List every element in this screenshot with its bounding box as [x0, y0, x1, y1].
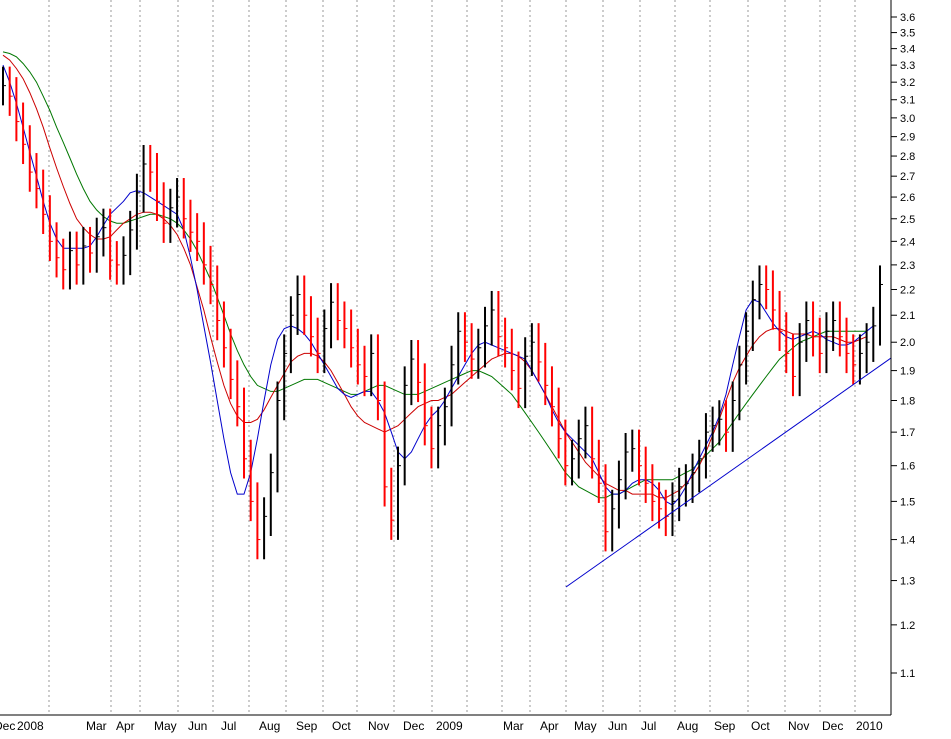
y-tick-label: 2.7	[900, 171, 915, 183]
y-tick-label: 1.7	[900, 427, 915, 439]
x-tick-label: Aug	[677, 719, 698, 733]
ma-long-line	[2, 51, 867, 499]
x-tick-label: Aug	[259, 719, 280, 733]
x-tick-label: Dec	[822, 719, 843, 733]
y-tick-label: 1.2	[900, 620, 915, 632]
y-tick-label: 2.4	[900, 236, 915, 248]
x-tick-label: Oct	[332, 719, 351, 733]
x-tick-label: Nov	[788, 719, 809, 733]
y-tick-label: 2.9	[900, 132, 915, 144]
x-tick-label: 2008	[17, 719, 44, 733]
y-tick-label: 3.4	[900, 44, 915, 56]
trendline-layer	[565, 357, 892, 588]
x-tick-label: Jun	[608, 719, 627, 733]
y-tick-label: 1.9	[900, 366, 915, 378]
y-tick-label: 3.1	[900, 95, 915, 107]
x-tick-label: May	[154, 719, 177, 733]
x-tick-label: Dec	[0, 719, 15, 733]
x-tick-label: Mar	[86, 719, 107, 733]
x-tick-label: Mar	[503, 719, 524, 733]
x-axis: Dec2008MarAprMayJunJulAugSepOctNovDec200…	[0, 719, 883, 733]
y-tick-label: 1.1	[900, 668, 915, 680]
y-tick-label: 2.5	[900, 214, 915, 226]
y-tick-label: 3.0	[900, 113, 915, 125]
y-tick-label: 1.8	[900, 396, 915, 408]
x-tick-label: Dec	[403, 719, 424, 733]
y-tick-label: 2.3	[900, 260, 915, 272]
y-tick-label: 2.8	[900, 151, 915, 163]
grid-lines	[48, 0, 856, 715]
price-bars	[2, 66, 883, 560]
y-tick-label: 1.5	[900, 496, 915, 508]
x-tick-label: Nov	[368, 719, 389, 733]
x-tick-label: Oct	[751, 719, 770, 733]
y-tick-label: 1.6	[900, 461, 915, 473]
y-tick-label: 2.1	[900, 310, 915, 322]
y-tick-label: 1.4	[900, 535, 915, 547]
x-tick-label: Sep	[714, 719, 736, 733]
y-tick-label: 1.3	[900, 576, 915, 588]
x-tick-label: Jul	[641, 719, 656, 733]
x-tick-label: 2009	[436, 719, 463, 733]
y-tick-label: 2.0	[900, 337, 915, 349]
y-tick-label: 3.3	[900, 60, 915, 72]
y-tick-label: 3.5	[900, 28, 915, 40]
x-tick-label: Jun	[188, 719, 207, 733]
ma-mid-line	[2, 54, 867, 499]
y-tick-label: 2.6	[900, 192, 915, 204]
trendline	[565, 357, 892, 588]
x-tick-label: Jul	[221, 719, 236, 733]
y-tick-label: 2.2	[900, 284, 915, 296]
x-tick-label: 2010	[856, 719, 883, 733]
y-axis: 3.6 3.5 3.4 3.3 3.2 3.1 3.0 2.9 2.8 2.7 2.6 2.5 2.4 2…	[891, 12, 915, 680]
x-tick-label: Apr	[116, 719, 135, 733]
x-tick-label: Apr	[540, 719, 559, 733]
x-tick-label: May	[574, 719, 597, 733]
y-tick-label: 3.2	[900, 77, 915, 89]
x-tick-label: Sep	[296, 719, 318, 733]
y-tick-label: 3.6	[900, 12, 915, 24]
